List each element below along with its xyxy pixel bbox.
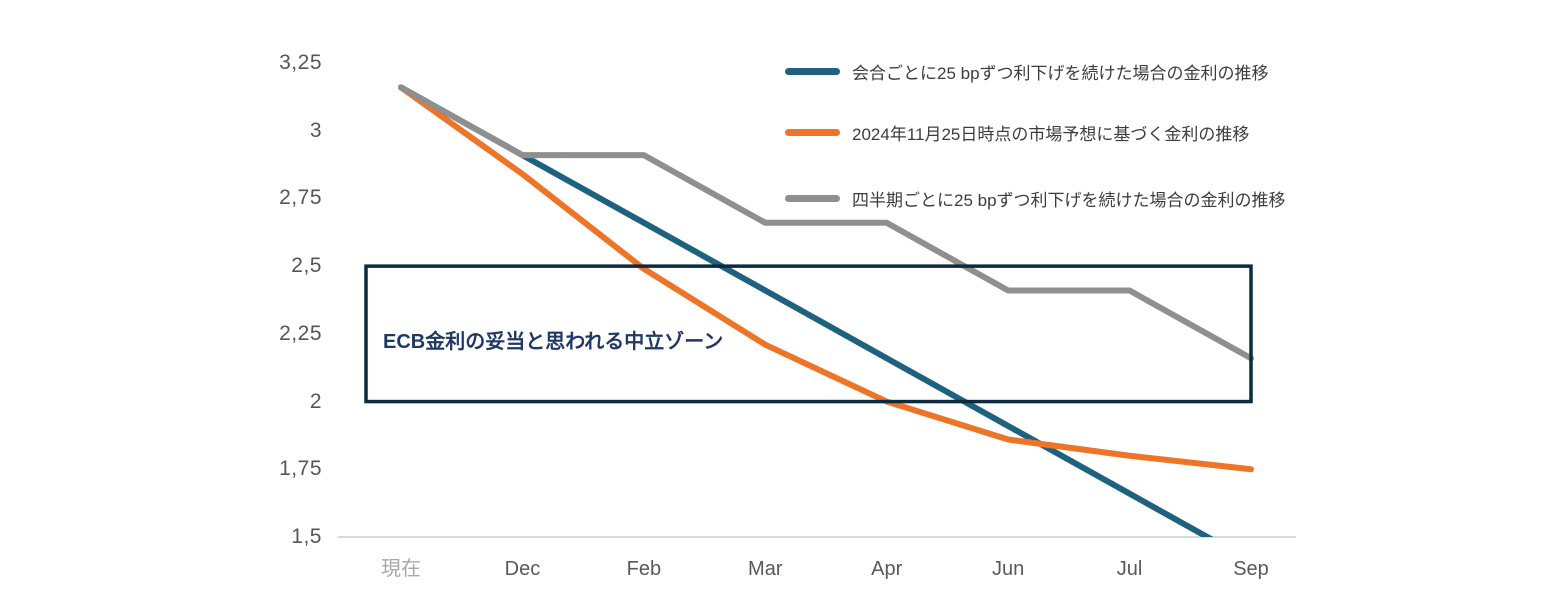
- legend-line-swatch-icon: [785, 67, 840, 75]
- series-line-0: [398, 84, 1214, 537]
- series-line-2: [398, 84, 1255, 362]
- x-tick-label: Apr: [871, 558, 903, 580]
- x-tick-label: Feb: [626, 558, 662, 580]
- legend-line-swatch-icon: [785, 194, 840, 202]
- y-tick-label: 3: [309, 118, 322, 142]
- legend-item: 四半期ごとに25 bpずつ利下げを続けた場合の金利の推移: [785, 186, 1286, 210]
- x-tick-label: 現在: [381, 558, 421, 580]
- y-tick-label: 2: [309, 389, 322, 413]
- x-tick-label: Jun: [992, 558, 1025, 580]
- legend-line-swatch-icon: [785, 128, 840, 136]
- x-tick-label: Sep: [1233, 558, 1269, 580]
- y-tick-label: 3,25: [279, 51, 322, 74]
- legend-item-label: 2024年11月25日時点の市場予想に基づく金利の推移: [852, 124, 1250, 144]
- legend-item: 会合ごとに25 bpずつ利下げを続けた場合の金利の推移: [785, 59, 1269, 83]
- y-tick-label: 2,5: [291, 254, 322, 278]
- x-tick-label: Mar: [748, 558, 783, 580]
- legend-item-label: 四半期ごとに25 bpずつ利下げを続けた場合の金利の推移: [852, 190, 1286, 210]
- series-line-1: [398, 84, 1255, 473]
- x-tick-label: Dec: [504, 558, 541, 580]
- y-tick-label: 2,25: [279, 321, 322, 345]
- y-tick-label: 1,75: [279, 457, 322, 481]
- y-tick-label: 2,75: [279, 186, 322, 210]
- x-tick-label: Jul: [1116, 558, 1143, 580]
- neutral-zone-box: [364, 264, 1253, 404]
- legend-item-label: 会合ごとに25 bpずつ利下げを続けた場合の金利の推移: [852, 63, 1269, 83]
- neutral-zone-annotation-label: ECB金利の妥当と思われる中立ゾーン: [383, 331, 724, 353]
- legend-item: 2024年11月25日時点の市場予想に基づく金利の推移: [785, 120, 1249, 144]
- y-tick-label: 1,5: [291, 525, 322, 548]
